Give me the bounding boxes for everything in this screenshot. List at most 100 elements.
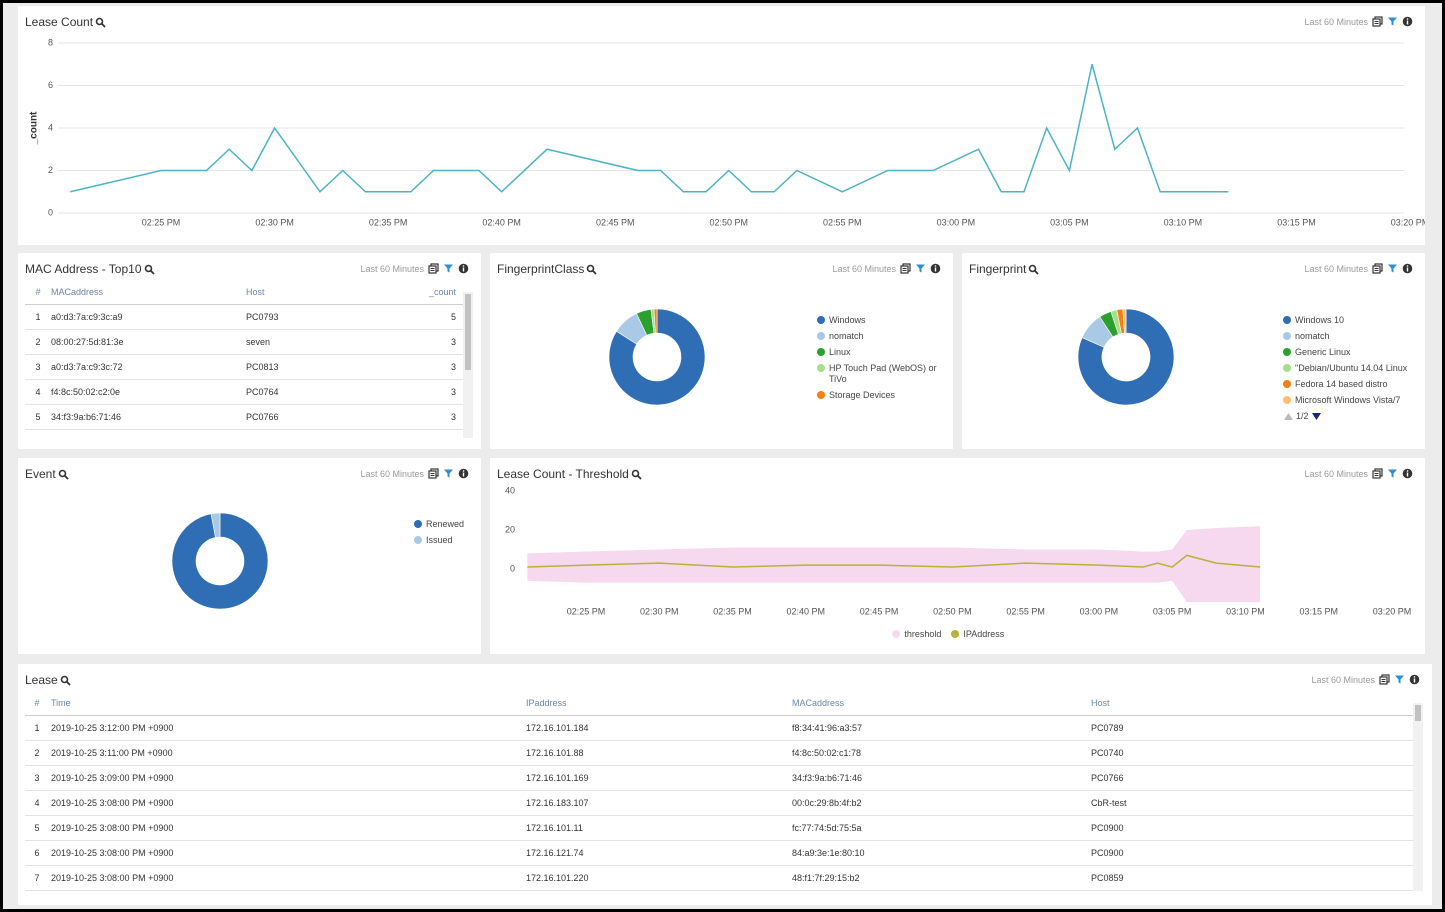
info-icon[interactable] [458, 263, 469, 274]
legend-marker [817, 332, 825, 340]
page-prev[interactable] [1283, 411, 1294, 422]
info-icon[interactable] [930, 263, 941, 274]
legend: Renewed Issued [414, 519, 474, 551]
table-cell: 172.16.101.88 [526, 748, 584, 758]
copy-icon[interactable] [1372, 16, 1383, 27]
table-cell: PC0764 [246, 387, 279, 397]
time-range: Last 60 Minutes [360, 263, 424, 274]
x-tick-label: 02:45 PM [596, 217, 635, 227]
panel-tools: Last 60 Minutes [1304, 263, 1413, 274]
table-cell: a0:d3:7a:c9:3c:72 [51, 362, 123, 372]
time-range: Last 60 Minutes [360, 468, 424, 479]
filter-icon[interactable] [1387, 263, 1398, 274]
table-cell: PC0789 [1091, 723, 1124, 733]
table-cell: 5 [450, 312, 456, 322]
filter-icon[interactable] [443, 468, 454, 479]
search-icon[interactable] [631, 469, 642, 480]
panel: Fingerprint Last 60 Minutes Windows 10 no… [962, 253, 1425, 449]
row-rule [25, 815, 1413, 816]
y-tick-label: 0 [510, 563, 515, 573]
legend-label: HP Touch Pad (WebOS) or TiVo [829, 363, 937, 384]
title: FingerprintClass [497, 262, 585, 276]
legend-label: nomatch [829, 331, 864, 341]
legend-marker [817, 316, 825, 324]
title: MAC Address - Top10 [25, 262, 142, 276]
table-cell: 2019-10-25 3:08:00 PM +0900 [51, 823, 174, 833]
search-icon[interactable] [586, 264, 598, 275]
legend-label: Storage Devices [829, 390, 896, 400]
column-header: MACaddress [51, 287, 104, 297]
filter-icon[interactable] [1387, 16, 1398, 27]
column-header: MACaddress [792, 698, 845, 708]
y-tick-label: 2 [48, 165, 53, 175]
pie-slice [608, 308, 706, 406]
line [70, 64, 1229, 193]
legend-item: threshold [892, 629, 941, 639]
table-cell: PC0859 [1091, 873, 1124, 883]
table-cell: 34:f3:9a:b6:71:46 [51, 412, 122, 422]
filter-icon[interactable] [1387, 468, 1398, 479]
search-icon[interactable] [60, 675, 71, 686]
table-cell: 172.16.121.74 [526, 848, 584, 858]
info-icon[interactable] [1409, 674, 1420, 685]
time-range: Last 60 Minutes [1311, 674, 1375, 685]
search-icon[interactable] [1028, 264, 1039, 275]
plot [608, 308, 706, 406]
legend-label: "Debian/Ubuntu 14.04 Linux [1295, 363, 1408, 373]
search-icon[interactable] [144, 264, 155, 275]
panel-title: Lease Count - Threshold [497, 467, 642, 481]
x-tick-label: 02:30 PM [640, 606, 679, 616]
table-cell: 5 [35, 412, 41, 422]
x-tick-label: 03:00 PM [937, 217, 976, 227]
band [527, 526, 1261, 603]
info-icon[interactable] [1402, 468, 1413, 479]
panel-tools: Last 60 Minutes [1304, 16, 1413, 27]
row-rule [25, 429, 463, 430]
legend-pager: 1/2 [1283, 411, 1423, 422]
info-icon[interactable] [458, 468, 469, 479]
page-label: 1/2 [1296, 411, 1309, 421]
legend-marker [1283, 316, 1291, 324]
legend-marker [817, 348, 825, 356]
legend-label: IPAddress [963, 629, 1005, 639]
copy-icon[interactable] [1372, 263, 1383, 274]
filter-icon[interactable] [915, 263, 926, 274]
filter-icon[interactable] [1394, 674, 1405, 685]
panel-title: Event [25, 467, 69, 481]
table-cell: 172.16.101.184 [526, 723, 589, 733]
x-tick-label: 03:05 PM [1050, 217, 1089, 227]
legend-label: Linux [829, 347, 851, 357]
page-next[interactable] [1311, 411, 1322, 422]
table-cell: 1 [35, 312, 41, 322]
legend-marker [817, 364, 825, 372]
table-cell: 3 [34, 773, 40, 783]
legend-marker [1283, 396, 1291, 404]
copy-icon[interactable] [428, 263, 439, 274]
copy-icon[interactable] [900, 263, 911, 274]
search-icon[interactable] [58, 469, 69, 480]
legend-item: Storage Devices [817, 390, 942, 401]
title: Fingerprint [969, 262, 1027, 276]
copy-icon[interactable] [1372, 468, 1383, 479]
panel-title: Lease [25, 673, 71, 687]
y-tick-label: 4 [48, 122, 53, 132]
legend-item: Windows 10 [1283, 315, 1423, 326]
search-icon[interactable] [95, 17, 106, 28]
column-header: _count [428, 287, 456, 297]
table-cell: 2019-10-25 3:08:00 PM +0900 [51, 798, 174, 808]
row-rule [25, 329, 463, 330]
legend-label: Generic Linux [1295, 347, 1351, 357]
row-rule [25, 379, 463, 380]
column-header: Host [1091, 698, 1110, 708]
info-icon[interactable] [1402, 263, 1413, 274]
legend-marker [1283, 380, 1291, 388]
row-rule [25, 765, 1413, 766]
table-cell: PC0740 [1091, 748, 1124, 758]
table-cell: 172.16.101.169 [526, 773, 589, 783]
filter-icon[interactable] [443, 263, 454, 274]
title: Lease Count - Threshold [497, 467, 629, 481]
info-icon[interactable] [1402, 16, 1413, 27]
copy-icon[interactable] [428, 468, 439, 479]
copy-icon[interactable] [1379, 674, 1390, 685]
